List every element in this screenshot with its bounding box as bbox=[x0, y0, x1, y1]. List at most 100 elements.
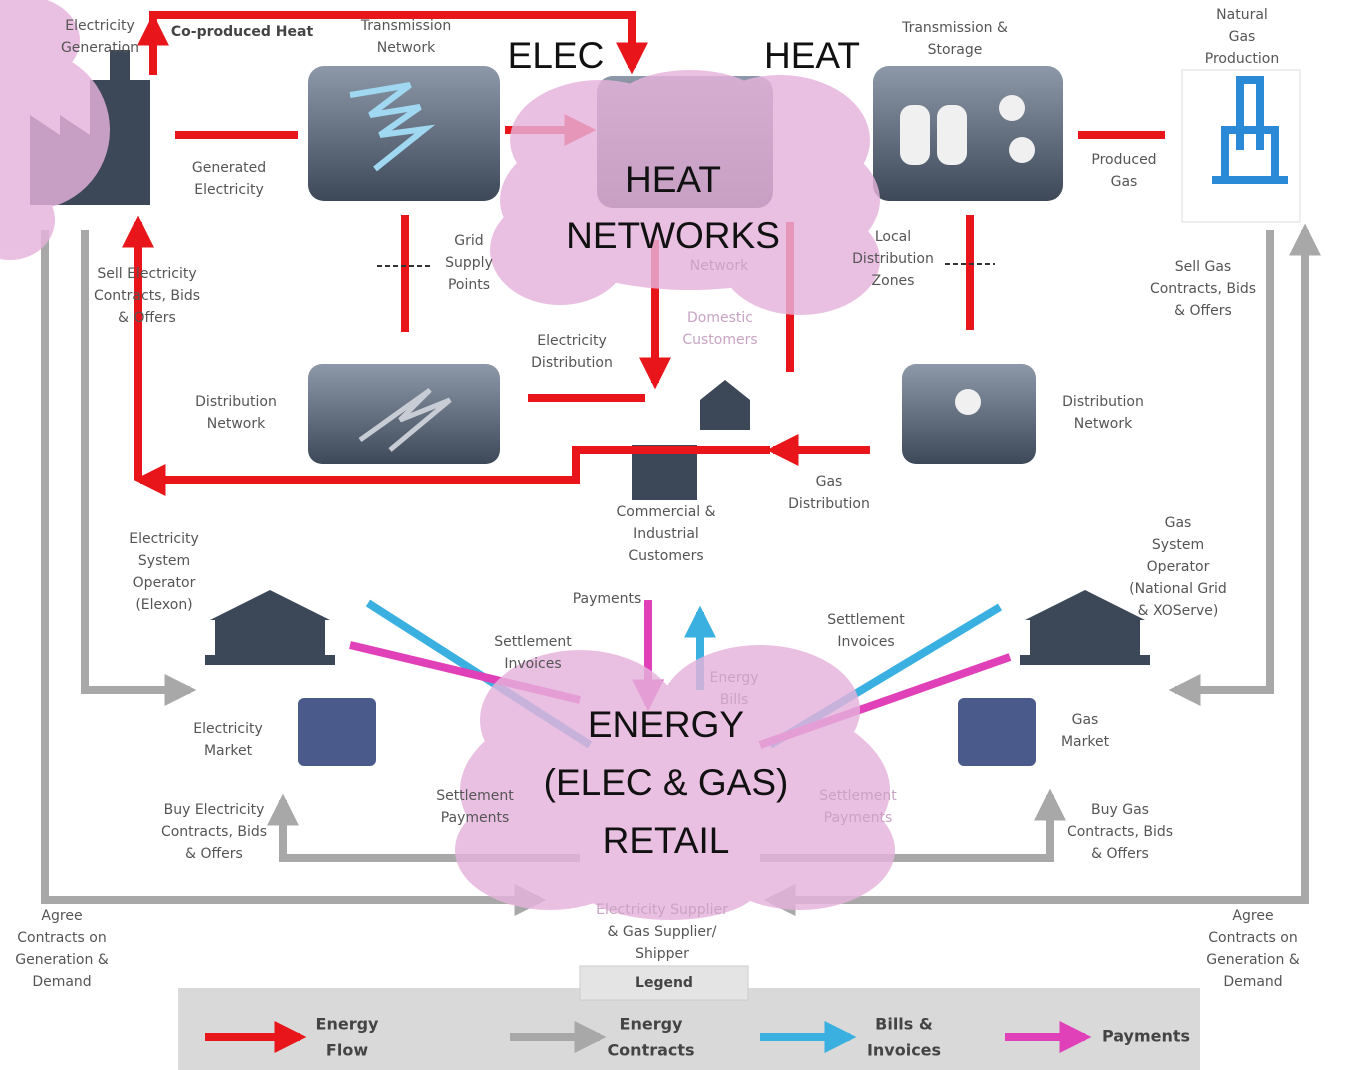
label: System bbox=[138, 553, 190, 569]
label: Demand bbox=[1223, 974, 1282, 990]
market-icon bbox=[958, 698, 1036, 766]
label: & Offers bbox=[1091, 846, 1149, 862]
label: Transmission bbox=[360, 18, 451, 34]
label: Market bbox=[1061, 734, 1110, 750]
label: Distribution bbox=[195, 394, 277, 410]
label: Produced bbox=[1091, 152, 1156, 168]
label: Gas bbox=[1165, 515, 1192, 531]
legend-label: Invoices bbox=[867, 1041, 941, 1060]
label: Invoices bbox=[837, 634, 894, 650]
house bbox=[700, 380, 750, 430]
label: Settlement bbox=[436, 788, 514, 804]
label: HEAT bbox=[625, 159, 721, 200]
label: Market bbox=[204, 743, 253, 759]
label: Zones bbox=[872, 273, 915, 289]
label: Settlement bbox=[819, 788, 897, 804]
label: Payments bbox=[573, 591, 642, 607]
label: NETWORKS bbox=[566, 215, 780, 256]
label: Natural bbox=[1216, 7, 1268, 23]
legend-label: Energy bbox=[316, 1015, 380, 1034]
label: Payments bbox=[441, 810, 510, 826]
label: Payments bbox=[824, 810, 893, 826]
label: Contracts on bbox=[17, 930, 106, 946]
label: Network bbox=[1074, 416, 1133, 432]
label: Settlement bbox=[827, 612, 905, 628]
label: Electricity Supplier bbox=[596, 902, 728, 918]
label: Contracts, Bids bbox=[1067, 824, 1173, 840]
contract-arrow bbox=[1175, 230, 1270, 690]
label: Distribution bbox=[1062, 394, 1144, 410]
label: Customers bbox=[628, 548, 703, 564]
bank-right bbox=[1020, 590, 1150, 665]
label: Gas bbox=[1111, 174, 1138, 190]
label: Gas bbox=[1229, 29, 1256, 45]
label: Sell Electricity bbox=[97, 266, 196, 282]
label: Network bbox=[690, 258, 749, 274]
legend-label: Contracts bbox=[607, 1041, 694, 1060]
label: & Gas Supplier/ bbox=[608, 924, 717, 940]
label: Grid bbox=[454, 233, 483, 249]
market-icon bbox=[298, 698, 376, 766]
label: & Offers bbox=[185, 846, 243, 862]
legend-title: Legend bbox=[635, 975, 693, 991]
label: Contracts on bbox=[1208, 930, 1297, 946]
label: (Elexon) bbox=[135, 597, 192, 613]
label: Local bbox=[875, 229, 911, 245]
legend-label: Energy bbox=[620, 1015, 684, 1034]
label: (National Grid bbox=[1129, 581, 1227, 597]
label: Electricity bbox=[129, 531, 199, 547]
label: RETAIL bbox=[603, 820, 730, 861]
label: Invoices bbox=[504, 656, 561, 672]
label: & XOServe) bbox=[1138, 603, 1219, 619]
label: Distribution bbox=[788, 496, 870, 512]
label: ENERGY bbox=[588, 704, 744, 745]
label: Distribution bbox=[531, 355, 613, 371]
label: Agree bbox=[1232, 908, 1273, 924]
label: Distribution bbox=[852, 251, 934, 267]
label: Generation bbox=[61, 40, 139, 56]
label: Contracts, Bids bbox=[94, 288, 200, 304]
legend-label: Bills & bbox=[875, 1015, 933, 1034]
bank-left bbox=[205, 590, 335, 665]
label: Operator bbox=[133, 575, 196, 591]
label: Buy Electricity bbox=[164, 802, 265, 818]
label: ELEC bbox=[508, 35, 605, 76]
label: (ELEC & GAS) bbox=[544, 762, 789, 803]
label: & Offers bbox=[118, 310, 176, 326]
legend-label: Flow bbox=[326, 1041, 368, 1060]
label: Sell Gas bbox=[1175, 259, 1231, 275]
label: Commercial & bbox=[616, 504, 715, 520]
label: Network bbox=[207, 416, 266, 432]
label: Operator bbox=[1147, 559, 1210, 575]
label: Gas bbox=[816, 474, 843, 490]
label: Supply bbox=[445, 255, 493, 271]
label: Settlement bbox=[494, 634, 572, 650]
legend-label: Payments bbox=[1102, 1027, 1190, 1046]
label: Domestic bbox=[687, 310, 753, 326]
label: Transmission & bbox=[901, 20, 1008, 36]
label: Production bbox=[1205, 51, 1279, 67]
diagram: Electricity Generation Co-produced Heat Tra… bbox=[0, 0, 1351, 1070]
label: Energy bbox=[709, 670, 758, 686]
label: Storage bbox=[928, 42, 983, 58]
label: System bbox=[1152, 537, 1204, 553]
label: Points bbox=[448, 277, 490, 293]
label: Electricity bbox=[194, 182, 264, 198]
left-cloud bbox=[0, 0, 110, 260]
label: Demand bbox=[32, 974, 91, 990]
label: Contracts, Bids bbox=[161, 824, 267, 840]
label: Electricity bbox=[65, 18, 135, 34]
label: HEAT bbox=[764, 35, 860, 76]
label: Generated bbox=[192, 160, 266, 176]
label: Customers bbox=[682, 332, 757, 348]
label: Electricity bbox=[193, 721, 263, 737]
label: Contracts, Bids bbox=[1150, 281, 1256, 297]
label: Co-produced Heat bbox=[171, 24, 314, 40]
label: Industrial bbox=[633, 526, 699, 542]
label: Shipper bbox=[635, 946, 689, 962]
label: Buy Gas bbox=[1091, 802, 1149, 818]
label: Generation & bbox=[15, 952, 109, 968]
label: Generation & bbox=[1206, 952, 1300, 968]
label: & Offers bbox=[1174, 303, 1232, 319]
label: Gas bbox=[1072, 712, 1099, 728]
